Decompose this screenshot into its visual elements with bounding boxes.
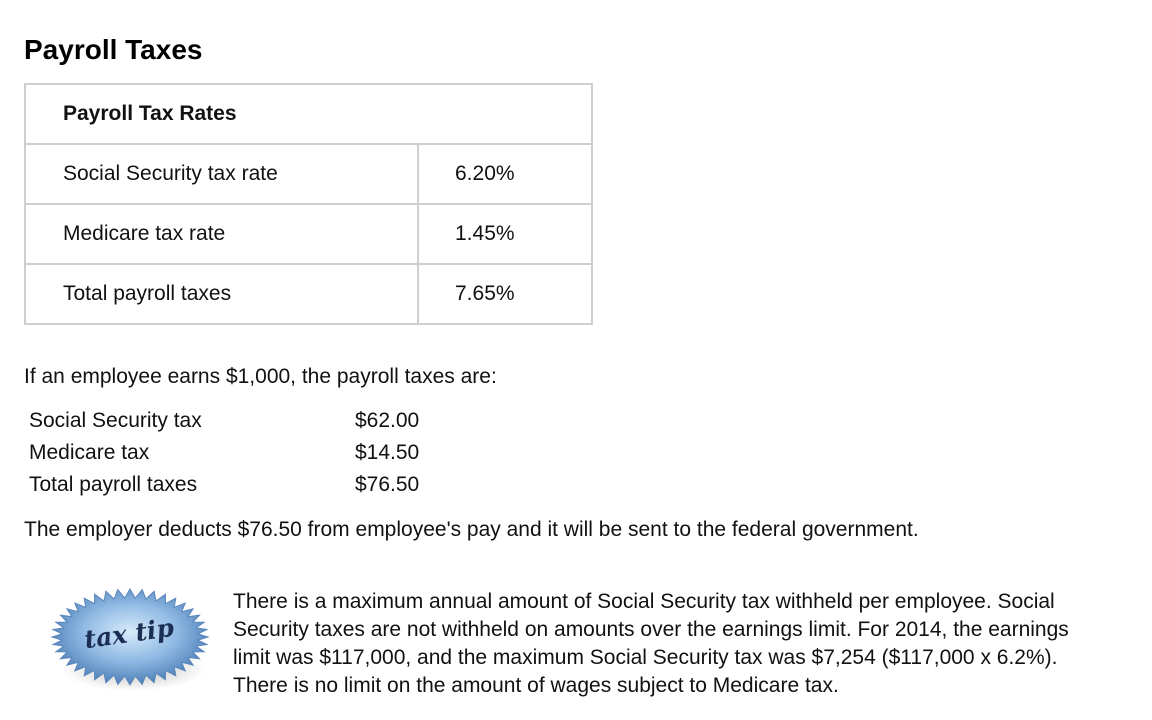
table-header-row: Payroll Tax Rates bbox=[24, 83, 593, 145]
deduction-text: The employer deducts $76.50 from employe… bbox=[24, 518, 919, 541]
rate-label: Total payroll taxes bbox=[24, 263, 419, 325]
tax-tip-badge-icon: tax tip bbox=[50, 588, 210, 691]
rate-value: 7.65% bbox=[417, 263, 593, 325]
page-title: Payroll Taxes bbox=[24, 34, 203, 65]
tip-line: Security taxes are not withheld on amoun… bbox=[233, 618, 1069, 641]
rate-value: 6.20% bbox=[417, 143, 593, 205]
example-label: Social Security tax bbox=[29, 409, 202, 432]
example-label: Medicare tax bbox=[29, 441, 150, 464]
table-header: Payroll Tax Rates bbox=[24, 83, 593, 145]
example-value: $14.50 bbox=[355, 441, 420, 464]
tip-line: limit was $117,000, and the maximum Soci… bbox=[233, 646, 1058, 669]
example-intro: If an employee earns $1,000, the payroll… bbox=[24, 365, 497, 388]
badge-starburst bbox=[50, 588, 210, 686]
table-row: Social Security tax rate 6.20% bbox=[24, 143, 593, 205]
tip-line: There is a maximum annual amount of Soci… bbox=[233, 590, 1055, 613]
list-item: Medicare tax $14.50 bbox=[29, 437, 419, 469]
tax-tip-text: There is a maximum annual amount of Soci… bbox=[233, 588, 1148, 700]
example-value: $62.00 bbox=[355, 409, 420, 432]
list-item: Total payroll taxes $76.50 bbox=[29, 469, 419, 501]
rate-label: Medicare tax rate bbox=[24, 203, 419, 265]
rate-label: Social Security tax rate bbox=[24, 143, 419, 205]
payroll-tax-rates-table: Payroll Tax Rates Social Security tax ra… bbox=[24, 83, 593, 325]
example-breakdown: Social Security tax $62.00 Medicare tax … bbox=[29, 405, 419, 501]
example-value: $76.50 bbox=[355, 473, 420, 496]
table-row: Medicare tax rate 1.45% bbox=[24, 203, 593, 265]
list-item: Social Security tax $62.00 bbox=[29, 405, 419, 437]
example-label: Total payroll taxes bbox=[29, 473, 198, 496]
rate-value: 1.45% bbox=[417, 203, 593, 265]
table-row: Total payroll taxes 7.65% bbox=[24, 263, 593, 325]
tip-line: There is no limit on the amount of wages… bbox=[233, 674, 839, 697]
